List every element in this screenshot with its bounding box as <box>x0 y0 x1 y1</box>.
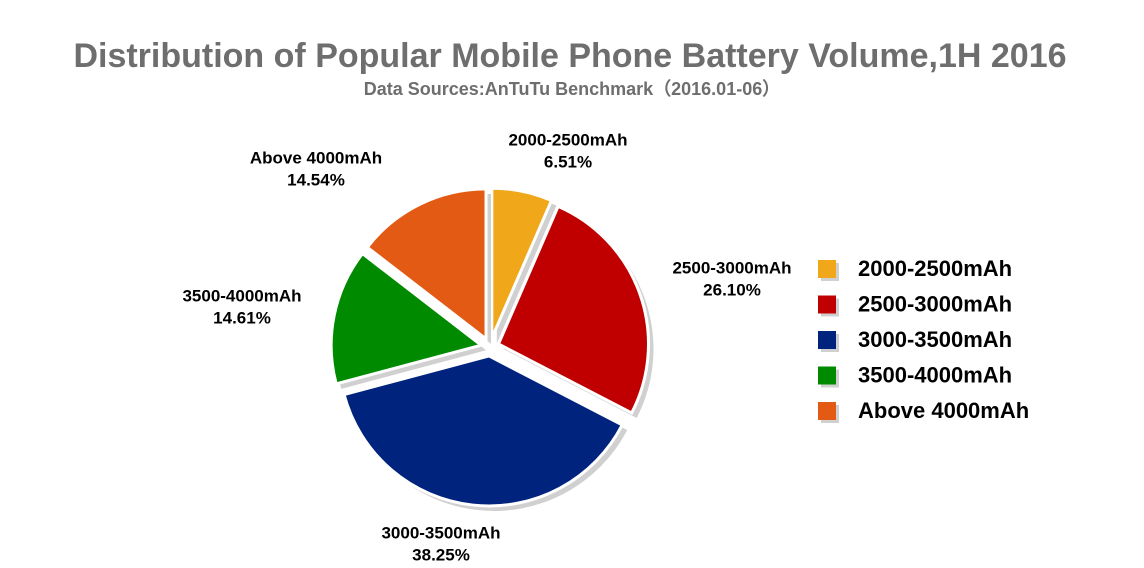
legend-swatch <box>818 331 836 349</box>
slice-label: 2500-3000mAh <box>672 258 791 277</box>
slice <box>365 187 488 342</box>
slice-label: 2000-2500mAh <box>508 130 627 149</box>
legend-label: 3000-3500mAh <box>858 327 1012 352</box>
slice <box>342 354 625 508</box>
legend-swatch <box>818 260 836 278</box>
slice-label: 3500-4000mAh <box>182 286 301 305</box>
legend-label: 2000-2500mAh <box>858 256 1012 281</box>
slice-value-label: 26.10% <box>703 280 761 299</box>
legend-swatch <box>818 402 836 420</box>
chart-title: Distribution of Popular Mobile Phone Bat… <box>73 37 1066 75</box>
slice <box>490 186 554 339</box>
legend-swatch <box>818 295 836 314</box>
legend-label: 2500-3000mAh <box>858 291 1012 316</box>
slice <box>329 251 485 386</box>
chart-subtitle: Data Sources:AnTuTu Benchmark（2016.01-06… <box>364 79 780 99</box>
slice-label: 3000-3500mAh <box>381 523 500 542</box>
slice-value-label: 6.51% <box>544 152 592 171</box>
legend-label: 3500-4000mAh <box>858 362 1012 387</box>
legend-swatch <box>818 366 836 385</box>
slice-value-label: 38.25% <box>412 545 470 564</box>
slice <box>496 204 650 415</box>
slice-value-label: 14.61% <box>213 308 271 327</box>
slice-label: Above 4000mAh <box>250 148 382 167</box>
slice-value-label: 14.54% <box>287 170 345 189</box>
legend-label: Above 4000mAh <box>858 398 1029 423</box>
